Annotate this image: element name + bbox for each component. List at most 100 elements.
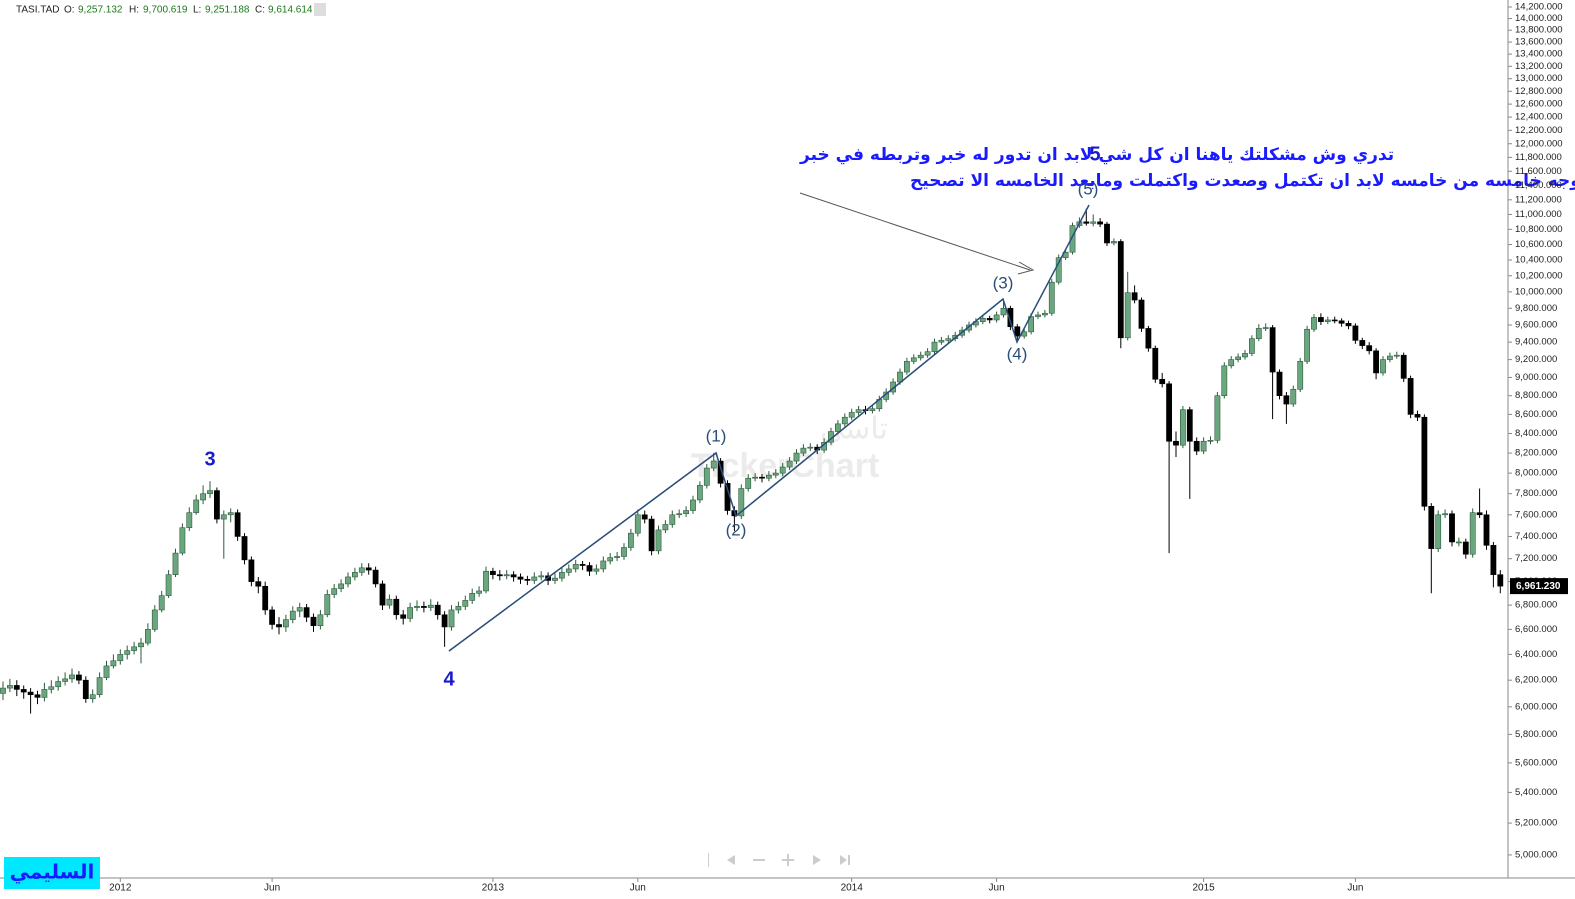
- candle-body: [1262, 327, 1269, 329]
- candle-body: [1400, 354, 1407, 379]
- y-tick-label: 7,800.000: [1515, 488, 1557, 499]
- candle-body: [986, 317, 993, 321]
- candle-body: [1456, 541, 1462, 544]
- candle-body: [1111, 241, 1117, 244]
- candle-body: [855, 409, 862, 413]
- nav-zoom-in[interactable]: [782, 854, 794, 866]
- candle-body: [1276, 371, 1283, 397]
- subwave-label: (1): [706, 426, 727, 445]
- candle-body: [869, 408, 876, 411]
- candle-body: [1014, 326, 1021, 337]
- candle-body: [20, 689, 27, 693]
- candle-body: [186, 512, 193, 529]
- candle-body: [303, 607, 310, 618]
- candle-body: [103, 665, 110, 678]
- candle-body: [779, 466, 786, 474]
- candle-body: [89, 694, 96, 700]
- candle-body: [807, 446, 814, 449]
- wave-label: 3: [204, 448, 215, 470]
- candle-body: [676, 513, 683, 516]
- candle-body: [1214, 395, 1221, 441]
- candle-body: [517, 576, 524, 580]
- x-tick-label: Jun: [1347, 883, 1363, 894]
- candle-body: [1407, 378, 1414, 415]
- candle-body: [55, 681, 62, 688]
- candle-body: [1000, 307, 1007, 316]
- candle-body: [1269, 327, 1276, 373]
- candle-body: [1152, 347, 1159, 380]
- y-tick-label: 10,600.000: [1515, 239, 1563, 250]
- candle-body: [386, 598, 393, 606]
- candle-body: [1462, 541, 1469, 555]
- candle-body: [1338, 320, 1345, 324]
- candle-body: [82, 679, 89, 700]
- y-tick-label: 7,200.000: [1515, 553, 1557, 564]
- candle-body: [48, 686, 55, 690]
- candle-body: [745, 477, 752, 489]
- candle-body: [1090, 221, 1097, 224]
- x-tick-label: 2013: [482, 883, 505, 894]
- subwave-label: (5): [1078, 179, 1099, 198]
- header-button[interactable]: [314, 3, 326, 16]
- candle-body: [158, 595, 165, 611]
- close-label: C:: [255, 5, 265, 16]
- candle-body: [172, 552, 179, 575]
- y-tick-label: 14,200.000: [1515, 2, 1563, 13]
- y-tick-label: 11,200.000: [1515, 194, 1562, 205]
- candle-body: [938, 340, 945, 343]
- open-label: O:: [64, 5, 75, 16]
- candle-body: [565, 568, 572, 573]
- nav-left[interactable]: [727, 855, 735, 865]
- candle-body: [641, 514, 648, 520]
- candle-body: [269, 609, 275, 625]
- y-tick-label: 13,200.000: [1515, 61, 1563, 72]
- candle-body: [441, 614, 448, 628]
- nav-end[interactable]: [840, 855, 850, 865]
- candle-body: [1117, 241, 1124, 339]
- candle-body: [690, 499, 696, 511]
- candle-body: [407, 607, 413, 619]
- y-tick-label: 6,200.000: [1515, 675, 1557, 686]
- candle-body: [110, 660, 117, 667]
- candle-body: [1297, 361, 1304, 390]
- nav-right[interactable]: [813, 855, 821, 865]
- candle-body: [1387, 355, 1393, 360]
- candle-body: [358, 567, 365, 573]
- candle-body: [1200, 440, 1207, 452]
- candle-body: [379, 583, 386, 606]
- candle-body: [586, 565, 593, 572]
- candle-body: [1035, 314, 1041, 317]
- candle-body: [979, 317, 986, 322]
- candle-body: [924, 351, 931, 356]
- candle-body: [489, 570, 496, 575]
- candle-body: [621, 547, 627, 557]
- candle-body: [34, 694, 41, 698]
- arrow-head: [1017, 261, 1035, 275]
- candle-body: [1193, 440, 1200, 452]
- candle-body: [1483, 514, 1490, 546]
- y-tick-label: 8,800.000: [1515, 390, 1557, 401]
- candle-body: [931, 341, 938, 352]
- candle-body: [1042, 312, 1048, 316]
- x-tick-label: Jun: [989, 883, 1005, 894]
- open-value: 9,257.132: [78, 5, 123, 16]
- candle-body: [1304, 328, 1310, 362]
- candle-body: [552, 577, 558, 581]
- y-tick-label: 8,600.000: [1515, 409, 1557, 420]
- candle-body: [1235, 356, 1241, 360]
- candle-body: [462, 600, 469, 607]
- candle-body: [1449, 513, 1455, 543]
- candle-body: [317, 614, 324, 627]
- nav-zoom-out[interactable]: [753, 859, 765, 861]
- y-tick-label: 12,000.000: [1515, 138, 1563, 149]
- candle-body: [531, 576, 538, 581]
- candle-body: [496, 574, 503, 577]
- candle-body: [193, 499, 200, 513]
- candle-body: [76, 674, 82, 681]
- candle-body: [13, 685, 20, 690]
- candle-body: [910, 357, 917, 362]
- close-value: 9,614.614: [268, 5, 313, 16]
- candle-body: [1490, 544, 1497, 575]
